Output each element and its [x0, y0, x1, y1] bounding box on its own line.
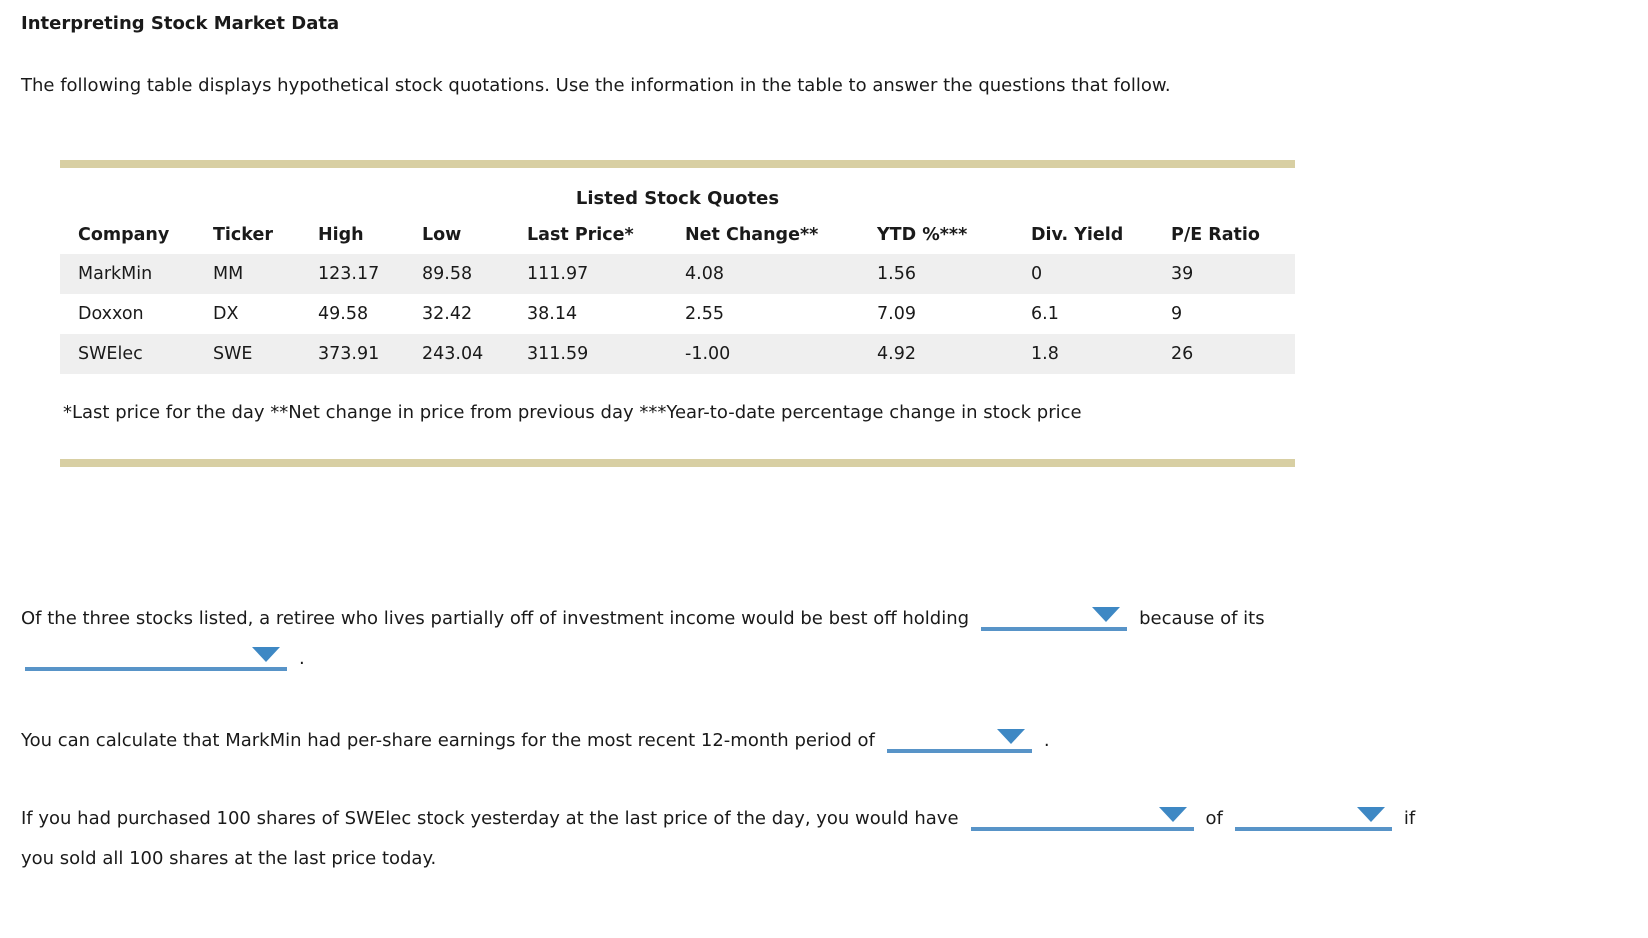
table-cell: 243.04: [422, 344, 484, 364]
table-cell: SWE: [213, 344, 253, 364]
question-text: .: [299, 648, 305, 669]
column-header-high: High: [318, 225, 364, 245]
table-cell: 89.58: [422, 264, 473, 284]
table-row-doxxon: Doxxon DX 49.58 32.42 38.14 2.55 7.09 6.…: [60, 294, 1295, 334]
table-cell: 4.92: [877, 344, 916, 364]
table-cell: 9: [1171, 304, 1183, 324]
question-text: You can calculate that MarkMin had per-s…: [21, 730, 875, 751]
table-header-row: Company Ticker High Low Last Price* Net …: [60, 215, 1295, 254]
question-text: because of its: [1139, 608, 1265, 629]
table-cell: DX: [213, 304, 239, 324]
table-cell: MM: [213, 264, 244, 284]
page-title: Interpreting Stock Market Data: [21, 13, 340, 34]
column-header-div-yield: Div. Yield: [1031, 225, 1124, 245]
stock-quotes-panel: Listed Stock Quotes Company Ticker High …: [60, 160, 1295, 467]
table-cell: 7.09: [877, 304, 916, 324]
question-text: If you had purchased 100 shares of SWEle…: [21, 808, 959, 829]
table-cell: -1.00: [685, 344, 731, 364]
question-text: Of the three stocks listed, a retiree wh…: [21, 608, 970, 629]
table-cell: 0: [1031, 264, 1043, 284]
table-cell: 49.58: [318, 304, 369, 324]
column-header-last-price: Last Price*: [527, 225, 634, 245]
dropdown-retiree-reason[interactable]: [25, 643, 287, 671]
top-accent-bar: [60, 160, 1295, 168]
table-cell: Doxxon: [78, 304, 144, 324]
dropdown-arrow-icon: [1092, 607, 1121, 622]
dropdown-retiree-stock[interactable]: [981, 603, 1128, 631]
table-cell: 1.56: [877, 264, 916, 284]
questions-section: Of the three stocks listed, a retiree wh…: [21, 599, 1648, 879]
question-text: if: [1403, 808, 1416, 829]
table-cell: 373.91: [318, 344, 380, 364]
table-row-markmin: MarkMin MM 123.17 89.58 111.97 4.08 1.56…: [60, 254, 1295, 294]
question-text: .: [1043, 730, 1050, 751]
table-cell: 1.8: [1031, 344, 1059, 364]
column-header-ytd: YTD %***: [877, 225, 968, 245]
table-footnote: *Last price for the day **Net change in …: [63, 402, 1082, 423]
dropdown-gain-loss[interactable]: [970, 803, 1194, 831]
column-header-low: Low: [422, 225, 462, 245]
intro-text: The following table displays hypothetica…: [21, 75, 1171, 96]
bottom-accent-bar: [60, 459, 1295, 467]
dropdown-arrow-icon: [252, 647, 280, 662]
table-cell: SWElec: [78, 344, 143, 364]
table-title: Listed Stock Quotes: [575, 188, 780, 209]
column-header-pe-ratio: P/E Ratio: [1171, 225, 1260, 245]
dropdown-arrow-icon: [996, 729, 1025, 744]
table-cell: 26: [1171, 344, 1194, 364]
question-per-share-earnings: You can calculate that MarkMin had per-s…: [21, 721, 1648, 761]
column-header-ticker: Ticker: [213, 225, 273, 245]
question-text: you sold all 100 shares at the last pric…: [21, 848, 437, 869]
table-cell: 123.17: [318, 264, 380, 284]
dropdown-arrow-icon: [1356, 807, 1385, 822]
question-retiree: Of the three stocks listed, a retiree wh…: [21, 599, 1648, 679]
question-text: of: [1205, 808, 1223, 829]
column-header-net-change: Net Change**: [685, 225, 819, 245]
dropdown-amount[interactable]: [1234, 803, 1392, 831]
table-cell: 6.1: [1031, 304, 1059, 324]
table-row-swelec: SWElec SWE 373.91 243.04 311.59 -1.00 4.…: [60, 334, 1295, 374]
table-cell: MarkMin: [78, 264, 153, 284]
table-cell: 2.55: [685, 304, 724, 324]
table-cell: 111.97: [527, 264, 589, 284]
stock-quotes-table: Company Ticker High Low Last Price* Net …: [60, 215, 1295, 374]
table-cell: 38.14: [527, 304, 578, 324]
dropdown-earnings-amount[interactable]: [886, 725, 1032, 753]
table-cell: 32.42: [422, 304, 473, 324]
question-swelec-purchase: If you had purchased 100 shares of SWEle…: [21, 799, 1648, 879]
table-cell: 4.08: [685, 264, 724, 284]
dropdown-arrow-icon: [1158, 807, 1187, 822]
table-cell: 39: [1171, 264, 1194, 284]
table-cell: 311.59: [527, 344, 589, 364]
column-header-company: Company: [78, 225, 170, 245]
